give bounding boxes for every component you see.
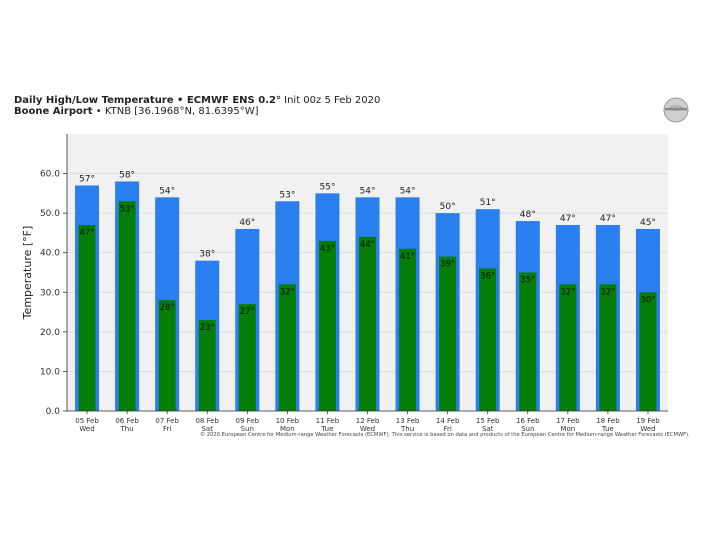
high-value-label: 51° bbox=[480, 198, 496, 208]
y-axis: 0.0 10.0 20.0 30.0 40.0 50.0 60.0 bbox=[40, 134, 68, 417]
y-tick-label: 0.0 bbox=[46, 407, 61, 417]
low-bar bbox=[519, 272, 537, 411]
y-tick-label: 20.0 bbox=[40, 328, 60, 338]
low-value-label: 43° bbox=[320, 244, 335, 254]
copyright-notice: © 2020 European Centre for Medium-range … bbox=[200, 432, 690, 438]
x-tick-day: Sun bbox=[521, 425, 534, 433]
chart-title-main: Daily High/Low Temperature • ECMWF ENS 0… bbox=[14, 95, 281, 106]
low-bar bbox=[78, 225, 96, 411]
x-tick-day: Fri bbox=[443, 425, 451, 433]
low-value-label: 32° bbox=[280, 287, 295, 297]
chart-title-init: Init 00z 5 Feb 2020 bbox=[280, 95, 381, 106]
high-value-label: 53° bbox=[279, 190, 295, 200]
low-bar bbox=[238, 304, 256, 411]
high-value-label: 47° bbox=[600, 214, 616, 224]
x-tick-day: Thu bbox=[400, 425, 414, 433]
low-bar bbox=[278, 284, 296, 411]
low-value-label: 32° bbox=[560, 287, 575, 297]
chart-subtitle: Boone Airport • KTNB [36.1968°N, 81.6395… bbox=[14, 106, 380, 117]
x-tick-date: 17 Feb bbox=[556, 417, 580, 425]
x-tick-day: Wed bbox=[640, 425, 655, 433]
x-tick-day: Thu bbox=[120, 425, 134, 433]
x-tick-date: 09 Feb bbox=[236, 417, 260, 425]
x-tick-date: 08 Feb bbox=[195, 417, 219, 425]
x-tick-date: 19 Feb bbox=[636, 417, 660, 425]
low-bar bbox=[639, 292, 657, 411]
high-value-label: 38° bbox=[199, 250, 215, 260]
low-bar bbox=[118, 201, 136, 411]
high-value-label: 58° bbox=[119, 170, 135, 180]
logo-icon bbox=[663, 97, 689, 123]
y-tick-label: 50.0 bbox=[40, 209, 60, 219]
x-tick-date: 14 Feb bbox=[436, 417, 460, 425]
low-bar bbox=[318, 240, 336, 411]
low-value-label: 39° bbox=[440, 260, 455, 270]
x-tick-date: 13 Feb bbox=[396, 417, 420, 425]
x-tick-day: Mon bbox=[280, 425, 295, 433]
high-value-label: 47° bbox=[560, 214, 576, 224]
bars: 57° 47° 58° 53° 54° 28° 38° 23° 46° 27° 53° 32° 55° 4… bbox=[75, 170, 660, 411]
low-bar bbox=[439, 256, 457, 411]
low-value-label: 35° bbox=[520, 276, 535, 286]
low-value-label: 32° bbox=[600, 287, 615, 297]
low-value-label: 41° bbox=[400, 252, 415, 262]
x-tick-date: 05 Feb bbox=[75, 417, 99, 425]
low-bar bbox=[479, 268, 497, 411]
x-tick-day: Wed bbox=[79, 425, 94, 433]
high-value-label: 50° bbox=[440, 202, 456, 212]
x-tick-date: 10 Feb bbox=[276, 417, 300, 425]
low-bar bbox=[399, 248, 417, 411]
x-tick-date: 06 Feb bbox=[115, 417, 139, 425]
x-tick-day: Wed bbox=[360, 425, 375, 433]
station-coords: • KTNB [36.1968°N, 81.6395°W] bbox=[92, 106, 259, 117]
x-tick-day: Fri bbox=[163, 425, 171, 433]
low-bar bbox=[599, 284, 617, 411]
y-tick-label: 10.0 bbox=[40, 367, 60, 377]
high-value-label: 48° bbox=[520, 210, 536, 220]
low-value-label: 47° bbox=[79, 228, 94, 238]
y-tick-label: 60.0 bbox=[40, 170, 60, 180]
high-value-label: 54° bbox=[159, 186, 175, 196]
low-value-label: 36° bbox=[480, 272, 495, 282]
x-tick-date: 15 Feb bbox=[476, 417, 500, 425]
x-tick-date: 12 Feb bbox=[356, 417, 380, 425]
high-value-label: 57° bbox=[79, 174, 95, 184]
high-value-label: 46° bbox=[239, 218, 255, 228]
station-name: Boone Airport bbox=[14, 106, 93, 117]
x-tick-date: 11 Feb bbox=[316, 417, 340, 425]
low-value-label: 27° bbox=[240, 307, 255, 317]
low-bar bbox=[559, 284, 577, 411]
low-value-label: 23° bbox=[200, 323, 215, 333]
high-value-label: 54° bbox=[360, 186, 376, 196]
low-value-label: 30° bbox=[640, 295, 655, 305]
x-tick-day: Tue bbox=[601, 425, 614, 433]
low-value-label: 53° bbox=[120, 204, 135, 214]
x-tick-day: Sat bbox=[201, 425, 213, 433]
low-value-label: 44° bbox=[360, 240, 375, 250]
chart-title: Daily High/Low Temperature • ECMWF ENS 0… bbox=[14, 95, 380, 106]
low-bar bbox=[359, 236, 376, 411]
x-tick-day: Sun bbox=[241, 425, 254, 433]
high-value-label: 55° bbox=[319, 182, 335, 192]
x-tick-day: Sat bbox=[482, 425, 494, 433]
high-value-label: 45° bbox=[640, 218, 656, 228]
x-tick-date: 07 Feb bbox=[155, 417, 179, 425]
x-tick-day: Tue bbox=[320, 425, 333, 433]
low-bar bbox=[158, 300, 176, 411]
y-tick-label: 30.0 bbox=[40, 288, 60, 298]
low-value-label: 28° bbox=[160, 303, 175, 313]
chart-header: Daily High/Low Temperature • ECMWF ENS 0… bbox=[14, 95, 380, 117]
y-axis-label: Temperature [°F] bbox=[21, 226, 34, 321]
x-tick-date: 18 Feb bbox=[596, 417, 620, 425]
x-tick-date: 16 Feb bbox=[516, 417, 540, 425]
y-tick-label: 40.0 bbox=[40, 249, 60, 259]
high-value-label: 54° bbox=[400, 186, 416, 196]
x-tick-day: Mon bbox=[560, 425, 575, 433]
low-bar bbox=[198, 319, 216, 411]
